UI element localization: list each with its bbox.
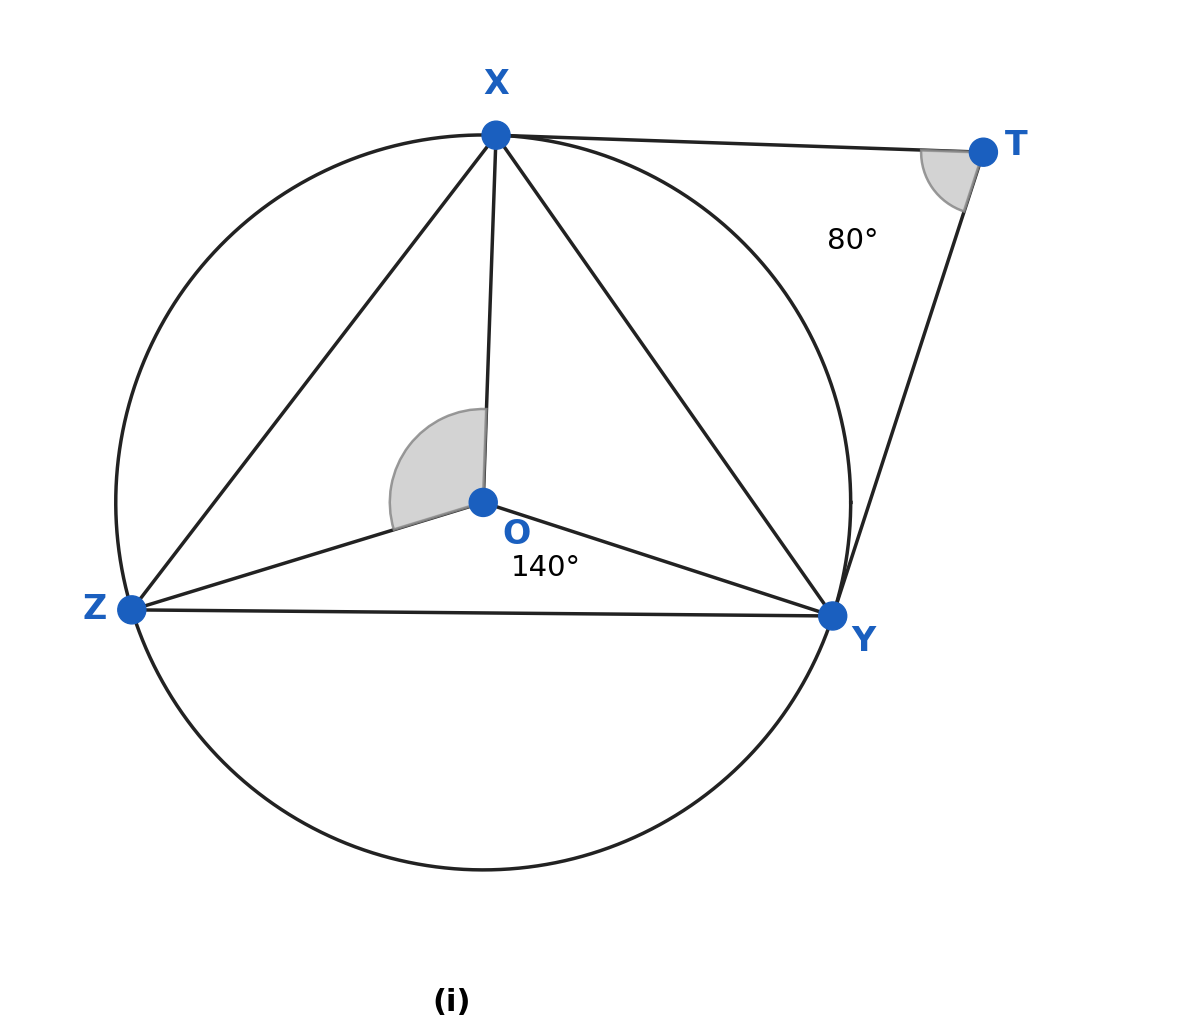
Text: 140°: 140° <box>510 554 581 583</box>
Circle shape <box>118 596 146 624</box>
Text: 80°: 80° <box>827 227 878 255</box>
Circle shape <box>818 602 847 630</box>
Text: Z: Z <box>83 593 107 627</box>
Wedge shape <box>390 409 486 529</box>
Text: X: X <box>484 68 509 101</box>
Circle shape <box>469 488 497 516</box>
Text: (i): (i) <box>433 988 472 1017</box>
Wedge shape <box>922 151 983 211</box>
Text: Y: Y <box>851 626 876 658</box>
Circle shape <box>970 138 997 166</box>
Circle shape <box>482 121 510 150</box>
Text: O: O <box>502 518 530 551</box>
Text: T: T <box>1006 129 1028 163</box>
